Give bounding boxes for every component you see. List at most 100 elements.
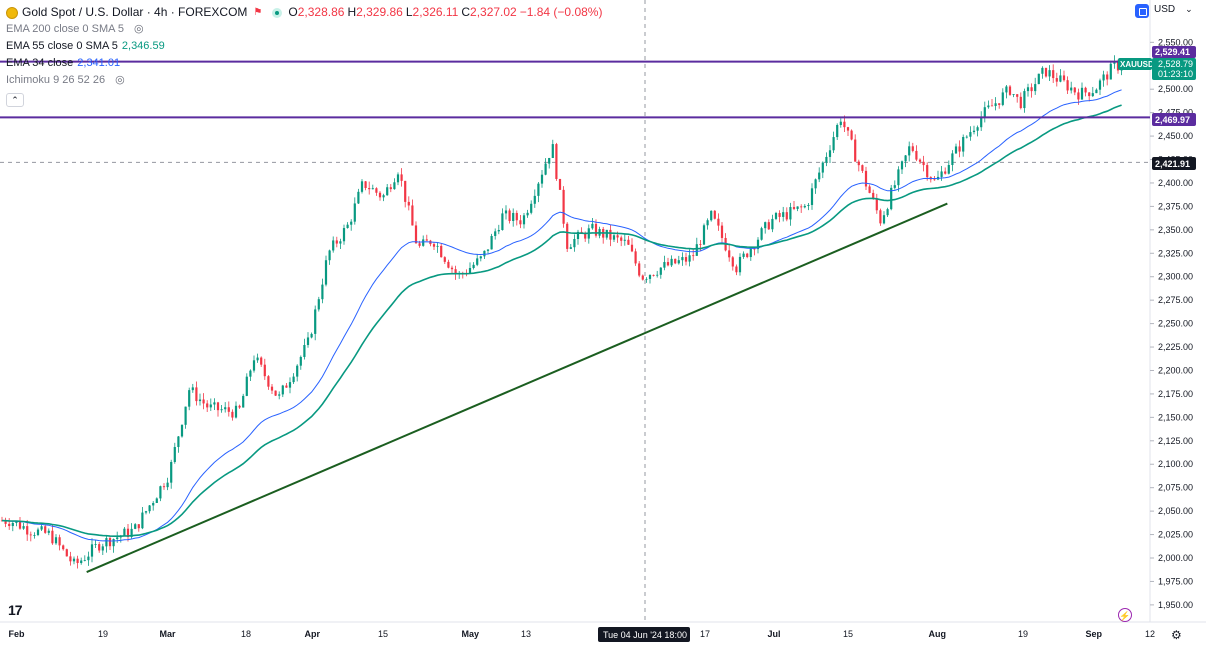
candle-body <box>440 245 443 258</box>
candle-body <box>558 178 562 190</box>
candle-body <box>544 163 547 175</box>
candle-body <box>173 447 176 462</box>
candle-body <box>108 538 112 547</box>
y-tick-label: 2,400.00 <box>1158 178 1193 188</box>
symbol-title[interactable]: Gold Spot / U.S. Dollar · 4h · FOREXCOM <box>22 5 248 19</box>
candle-body <box>303 345 306 357</box>
candle-body <box>810 188 814 205</box>
flag-icon[interactable]: ⚑ <box>253 7 263 18</box>
candle-body <box>756 239 760 250</box>
candle-body <box>371 188 374 190</box>
candle-body <box>306 337 310 346</box>
eye-hidden-icon[interactable]: ◎ <box>115 74 125 86</box>
y-tick-label: 2,175.00 <box>1158 389 1193 399</box>
candle-body <box>245 376 248 396</box>
candle-body <box>1030 87 1033 92</box>
candle-body <box>785 212 788 220</box>
candle-body <box>180 424 184 437</box>
candle-body <box>47 530 50 533</box>
trendline[interactable] <box>86 202 948 573</box>
candle-body <box>1019 96 1022 109</box>
candle-body <box>897 169 900 186</box>
candle-body <box>159 486 162 499</box>
tradingview-logo-icon[interactable]: 17 <box>8 602 23 618</box>
candle-body <box>1070 87 1073 91</box>
candle-body <box>573 238 576 248</box>
x-tick-label: 15 <box>843 629 853 639</box>
candle-body <box>584 233 587 239</box>
candle-body <box>627 239 630 245</box>
indicator-label: Ichimoku 9 26 52 26 <box>6 74 106 86</box>
eye-hidden-icon[interactable]: ◎ <box>134 23 144 35</box>
y-tick-label: 2,275.00 <box>1158 295 1193 305</box>
x-tick-label: 13 <box>521 629 531 639</box>
candle-body <box>418 243 421 246</box>
candle-body <box>141 512 144 529</box>
candle-body <box>659 267 662 275</box>
gold-symbol-icon <box>6 6 18 19</box>
crosshair-price-label-bg <box>1152 157 1196 170</box>
candle-body <box>404 180 407 202</box>
candle-body <box>699 244 702 245</box>
candle-body <box>515 212 518 221</box>
candle-body <box>155 498 158 504</box>
y-tick-label: 1,975.00 <box>1158 576 1193 586</box>
candle-body <box>771 218 774 230</box>
indicator-value: 2,341.01 <box>77 57 121 69</box>
upper-line-price-label: 2,529.41 <box>1155 47 1190 57</box>
candle-body <box>80 560 83 564</box>
candle-body <box>872 192 875 199</box>
candle-body <box>882 215 886 224</box>
y-tick-label: 2,100.00 <box>1158 459 1193 469</box>
candle-body <box>922 161 925 166</box>
candle-body <box>400 174 403 181</box>
candle-body <box>728 250 731 258</box>
y-tick-label: 2,500.00 <box>1158 84 1193 94</box>
candle-body <box>879 210 882 224</box>
x-tick-label: Jul <box>768 629 781 639</box>
indicator-row[interactable]: EMA 200 close 0 SMA 5 ◎ <box>6 21 605 38</box>
candle-body <box>648 274 652 279</box>
candle-body <box>501 213 504 231</box>
sparkle-icon[interactable]: ⚡ <box>1118 608 1132 622</box>
candle-body <box>8 523 11 527</box>
candle-body <box>497 230 500 232</box>
candle-body <box>918 159 922 162</box>
indicator-row[interactable]: EMA 34 close 2,341.01 <box>6 55 605 72</box>
candle-body <box>479 256 482 259</box>
candle-body <box>486 249 490 251</box>
ohlc-value: 2,328.86 <box>297 5 345 19</box>
candle-body <box>342 228 346 242</box>
candle-body <box>83 560 86 561</box>
candle-body <box>947 165 950 174</box>
symbol-label: XAUUSD <box>1120 60 1154 69</box>
candle-body <box>893 185 896 188</box>
x-tick-label: Sep <box>1086 629 1103 639</box>
candles <box>0 55 1123 569</box>
gear-icon[interactable]: ⚙ <box>1171 628 1182 642</box>
candle-body <box>1037 73 1040 85</box>
candle-body <box>566 223 569 249</box>
y-tick-label: 2,300.00 <box>1158 272 1193 282</box>
candle-body <box>54 537 58 544</box>
candle-body <box>162 486 166 488</box>
candle-body <box>36 529 40 536</box>
y-tick-label: 1,950.00 <box>1158 600 1193 610</box>
indicator-row[interactable]: Ichimoku 9 26 52 26 ◎ <box>6 72 605 89</box>
candle-body <box>692 255 695 257</box>
candle-body <box>965 136 968 138</box>
candle-body <box>861 165 864 171</box>
currency-selector[interactable]: USD ⌄ <box>1154 4 1193 15</box>
candle-body <box>227 407 230 412</box>
indicator-row[interactable]: EMA 55 close 0 SMA 5 2,346.59 <box>6 38 605 55</box>
collapse-legend-button[interactable]: ⌃ <box>6 93 24 107</box>
candle-body <box>69 556 72 562</box>
candle-body <box>364 181 367 189</box>
candle-body <box>753 248 756 250</box>
candle-body <box>382 195 385 198</box>
symbol-header: Gold Spot / U.S. Dollar · 4h · FOREXCOM … <box>6 4 605 21</box>
candle-body <box>422 239 425 246</box>
candle-body <box>4 520 7 524</box>
compare-icon[interactable] <box>1135 4 1149 18</box>
